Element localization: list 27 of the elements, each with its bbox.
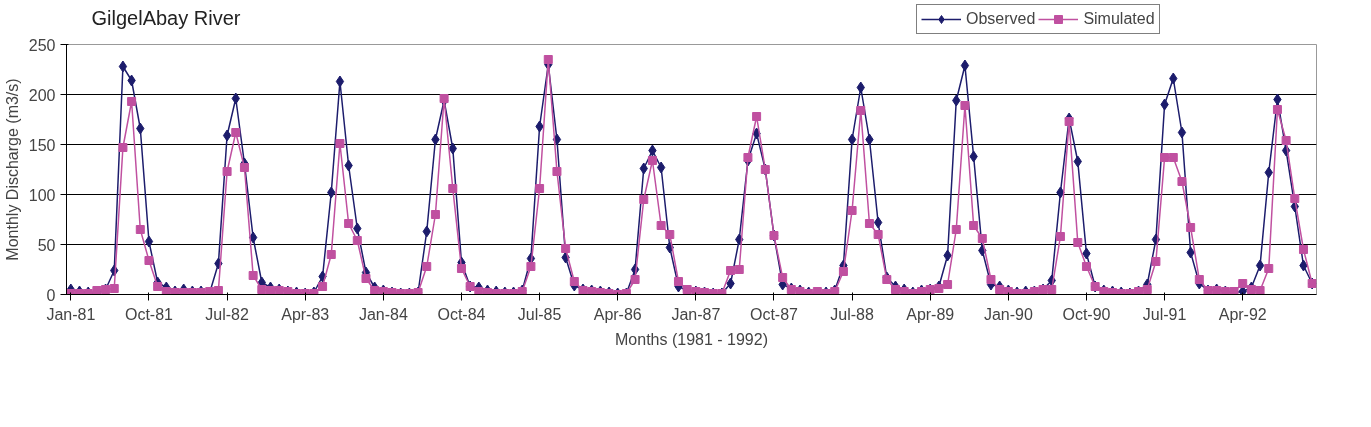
legend-label: Simulated xyxy=(1083,10,1155,28)
x-tick-label: Jul-88 xyxy=(830,305,874,323)
x-tick-label: Apr-89 xyxy=(906,305,955,323)
x-tick-label: Jan-84 xyxy=(358,305,408,323)
x-tick-label: Jan-87 xyxy=(671,305,721,323)
x-tick-label: Jul-85 xyxy=(517,305,562,323)
x-tick-label: Oct-87 xyxy=(749,305,799,323)
legend-label: Observed xyxy=(966,10,1036,28)
chart-title: GilgelAbay River xyxy=(91,6,241,29)
y-tick-label: 50 xyxy=(37,236,56,254)
x-axis-title: Months (1981 - 1992) xyxy=(615,330,768,348)
y-tick-label: 250 xyxy=(28,36,56,54)
x-tick-label: Oct-81 xyxy=(124,305,174,323)
x-tick-label: Oct-90 xyxy=(1062,305,1111,323)
x-tick-label: Oct-84 xyxy=(437,305,486,323)
y-tick-label: 150 xyxy=(28,136,56,154)
y-axis-title: Monthly Discharge (m3/s) xyxy=(3,78,21,261)
x-tick-label: Apr-92 xyxy=(1218,305,1267,323)
y-tick-label: 0 xyxy=(46,286,56,304)
x-tick-label: Apr-86 xyxy=(593,305,642,323)
x-tick-label: Jan-81 xyxy=(46,305,96,323)
x-tick-label: Apr-83 xyxy=(281,305,330,323)
y-tick-label: 200 xyxy=(28,86,56,104)
x-tick-label: Jul-82 xyxy=(205,305,249,323)
x-tick-label: Jan-90 xyxy=(983,305,1033,323)
y-tick-label: 100 xyxy=(28,186,56,204)
x-tick-label: Jul-91 xyxy=(1142,305,1187,323)
